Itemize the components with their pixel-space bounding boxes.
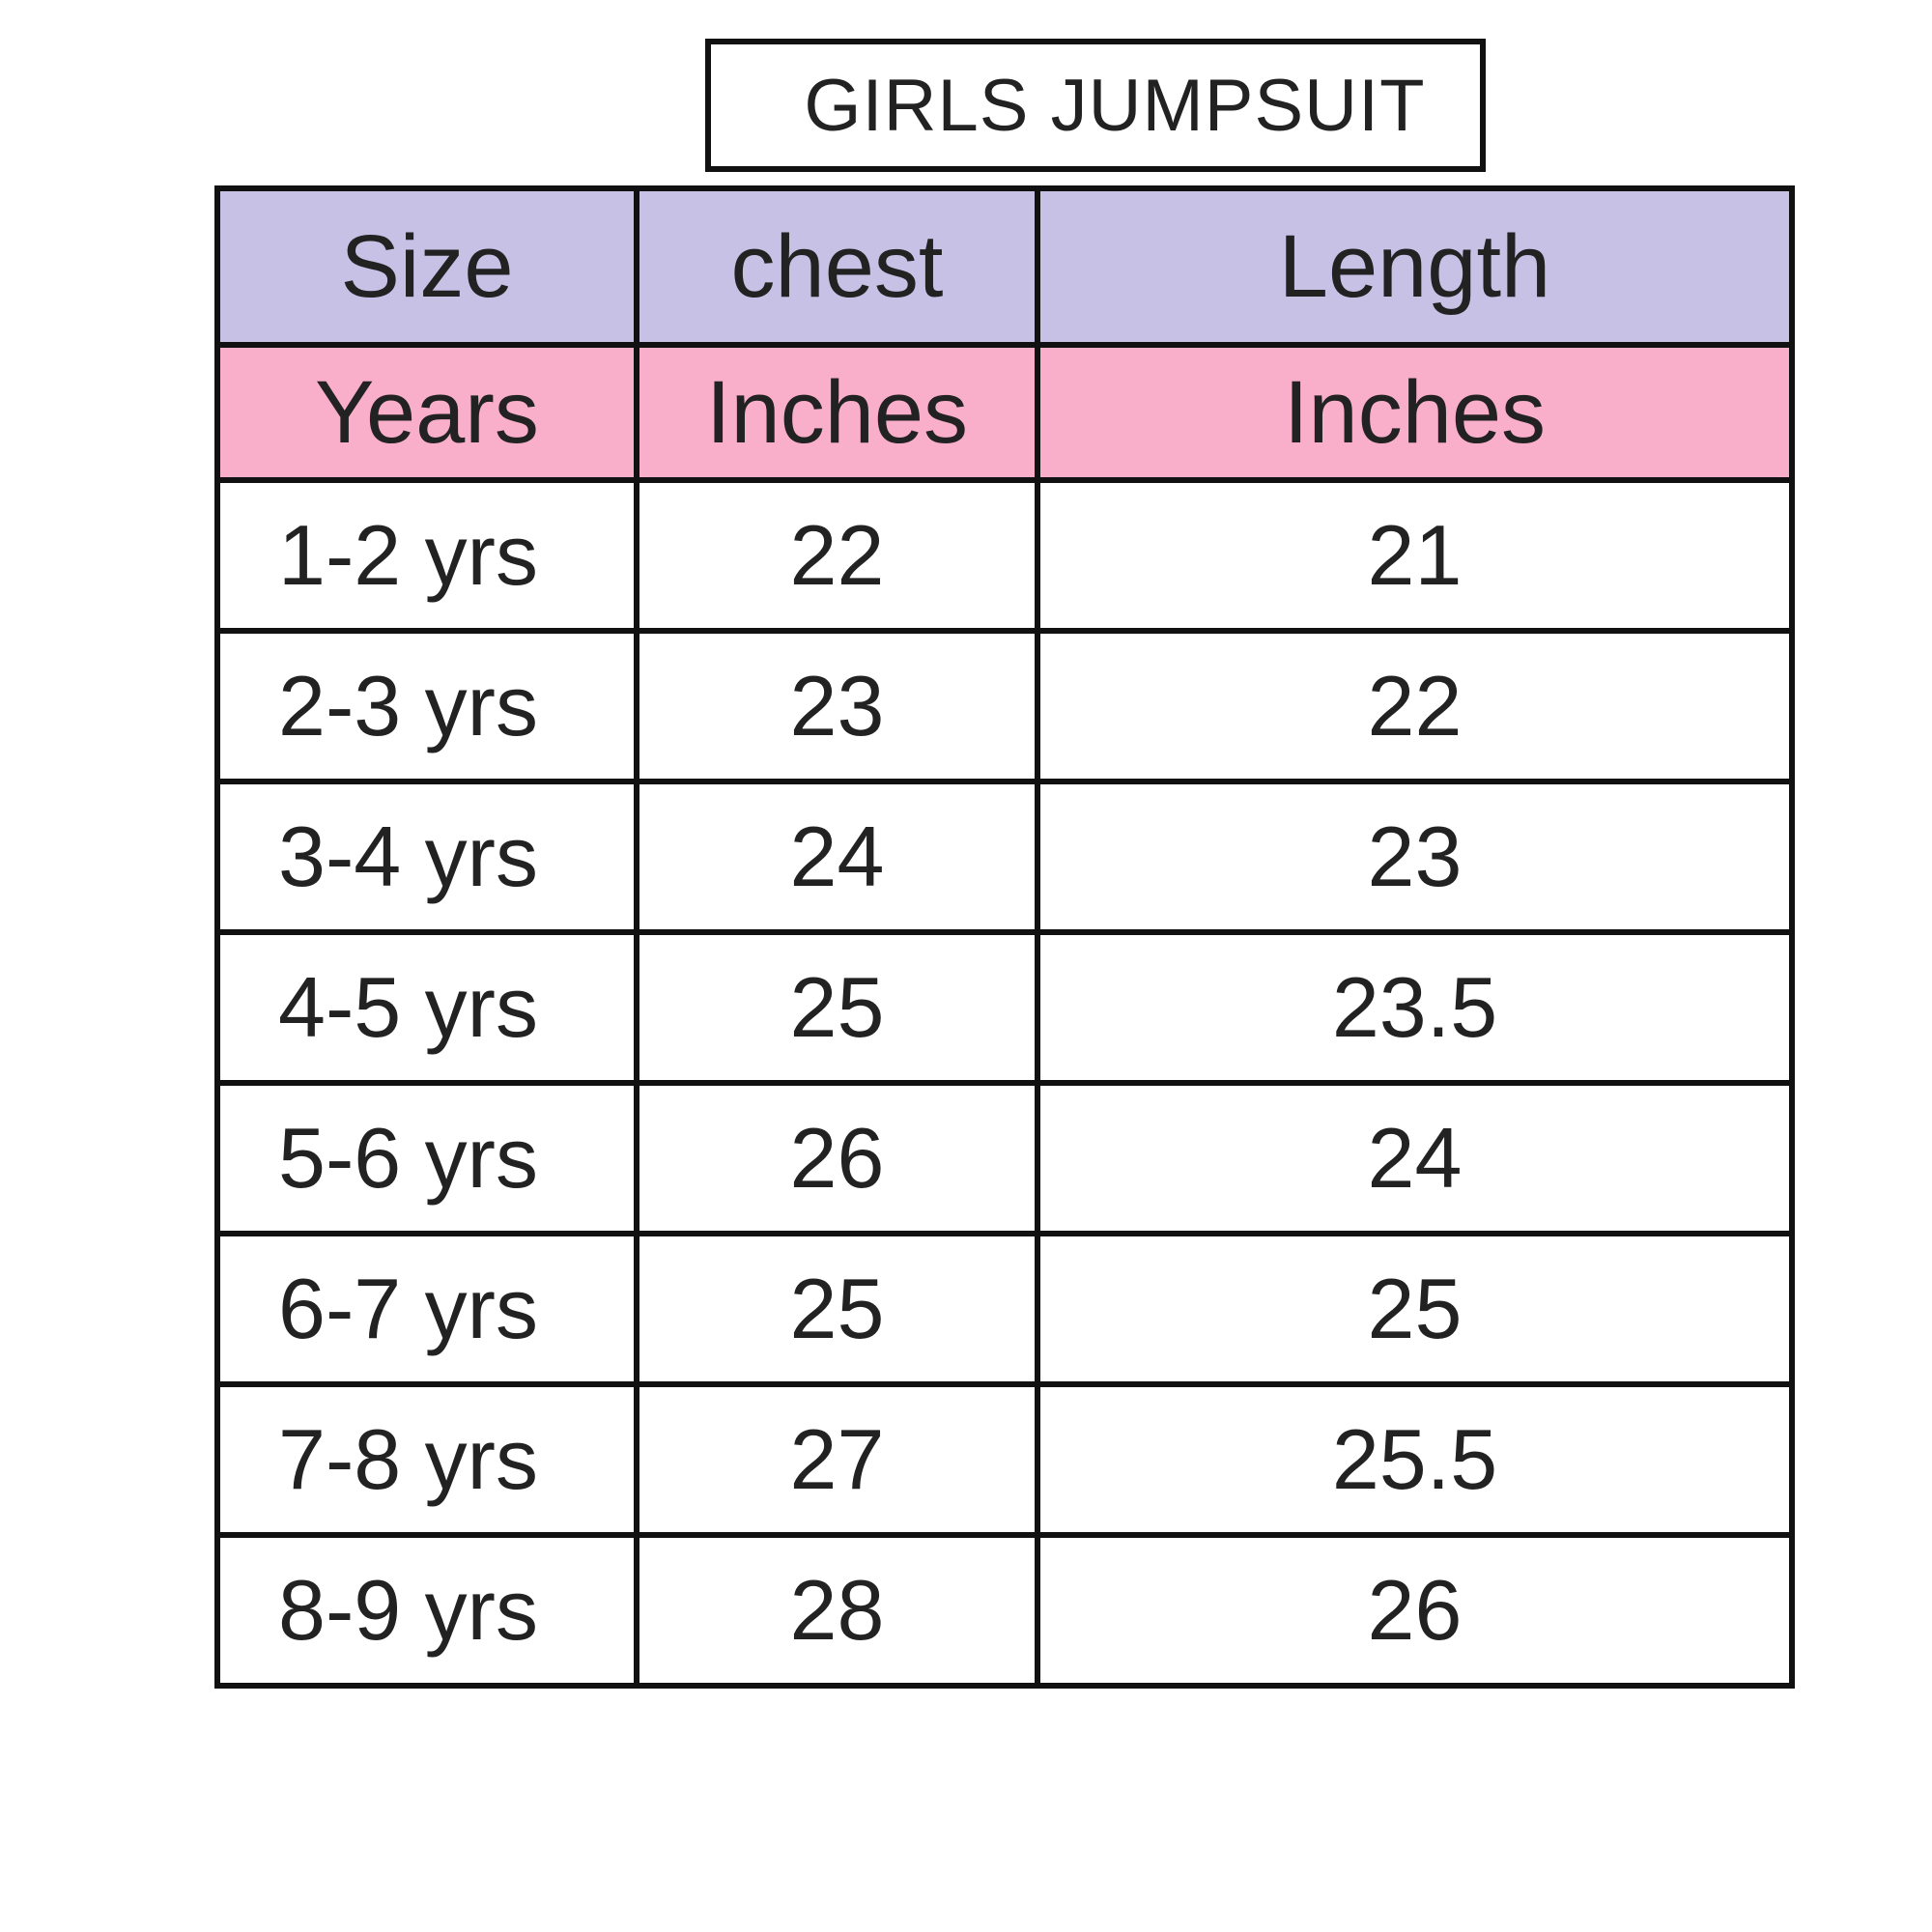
length-cell: 24: [1035, 1080, 1795, 1236]
size-cell: 5-6 yrs: [214, 1080, 639, 1236]
table-row: 6-7 yrs 25 25: [214, 1231, 1795, 1387]
unit-length-inches: Inches: [1035, 342, 1795, 483]
length-cell: 22: [1035, 628, 1795, 784]
table-row: 5-6 yrs 26 24: [214, 1080, 1795, 1236]
length-cell: 25.5: [1035, 1381, 1795, 1538]
table-row: 7-8 yrs 27 25.5: [214, 1381, 1795, 1538]
column-header-chest: chest: [634, 185, 1040, 348]
header-row: Size chest Length: [214, 185, 1795, 348]
chest-cell: 26: [634, 1080, 1040, 1236]
length-cell: 21: [1035, 477, 1795, 634]
table-row: 1-2 yrs 22 21: [214, 477, 1795, 634]
chest-cell: 23: [634, 628, 1040, 784]
unit-row: Years Inches Inches: [214, 342, 1795, 483]
size-chart-table: Size chest Length Years Inches Inches 1-…: [214, 185, 1795, 1689]
unit-chest-inches: Inches: [634, 342, 1040, 483]
length-cell: 25: [1035, 1231, 1795, 1387]
chest-cell: 25: [634, 1231, 1040, 1387]
column-header-length: Length: [1035, 185, 1795, 348]
size-cell: 8-9 yrs: [214, 1532, 639, 1689]
chest-cell: 27: [634, 1381, 1040, 1538]
chart-title: GIRLS JUMPSUIT: [705, 39, 1486, 172]
length-cell: 23: [1035, 779, 1795, 935]
length-cell: 23.5: [1035, 929, 1795, 1086]
table-row: 2-3 yrs 23 22: [214, 628, 1795, 784]
column-header-size: Size: [214, 185, 639, 348]
size-cell: 4-5 yrs: [214, 929, 639, 1086]
chest-cell: 25: [634, 929, 1040, 1086]
unit-years: Years: [214, 342, 639, 483]
table-row: 8-9 yrs 28 26: [214, 1532, 1795, 1689]
size-cell: 6-7 yrs: [214, 1231, 639, 1387]
table-row: 4-5 yrs 25 23.5: [214, 929, 1795, 1086]
size-cell: 3-4 yrs: [214, 779, 639, 935]
chest-cell: 28: [634, 1532, 1040, 1689]
length-cell: 26: [1035, 1532, 1795, 1689]
table-row: 3-4 yrs 24 23: [214, 779, 1795, 935]
chest-cell: 24: [634, 779, 1040, 935]
size-cell: 1-2 yrs: [214, 477, 639, 634]
chest-cell: 22: [634, 477, 1040, 634]
size-cell: 2-3 yrs: [214, 628, 639, 784]
size-cell: 7-8 yrs: [214, 1381, 639, 1538]
